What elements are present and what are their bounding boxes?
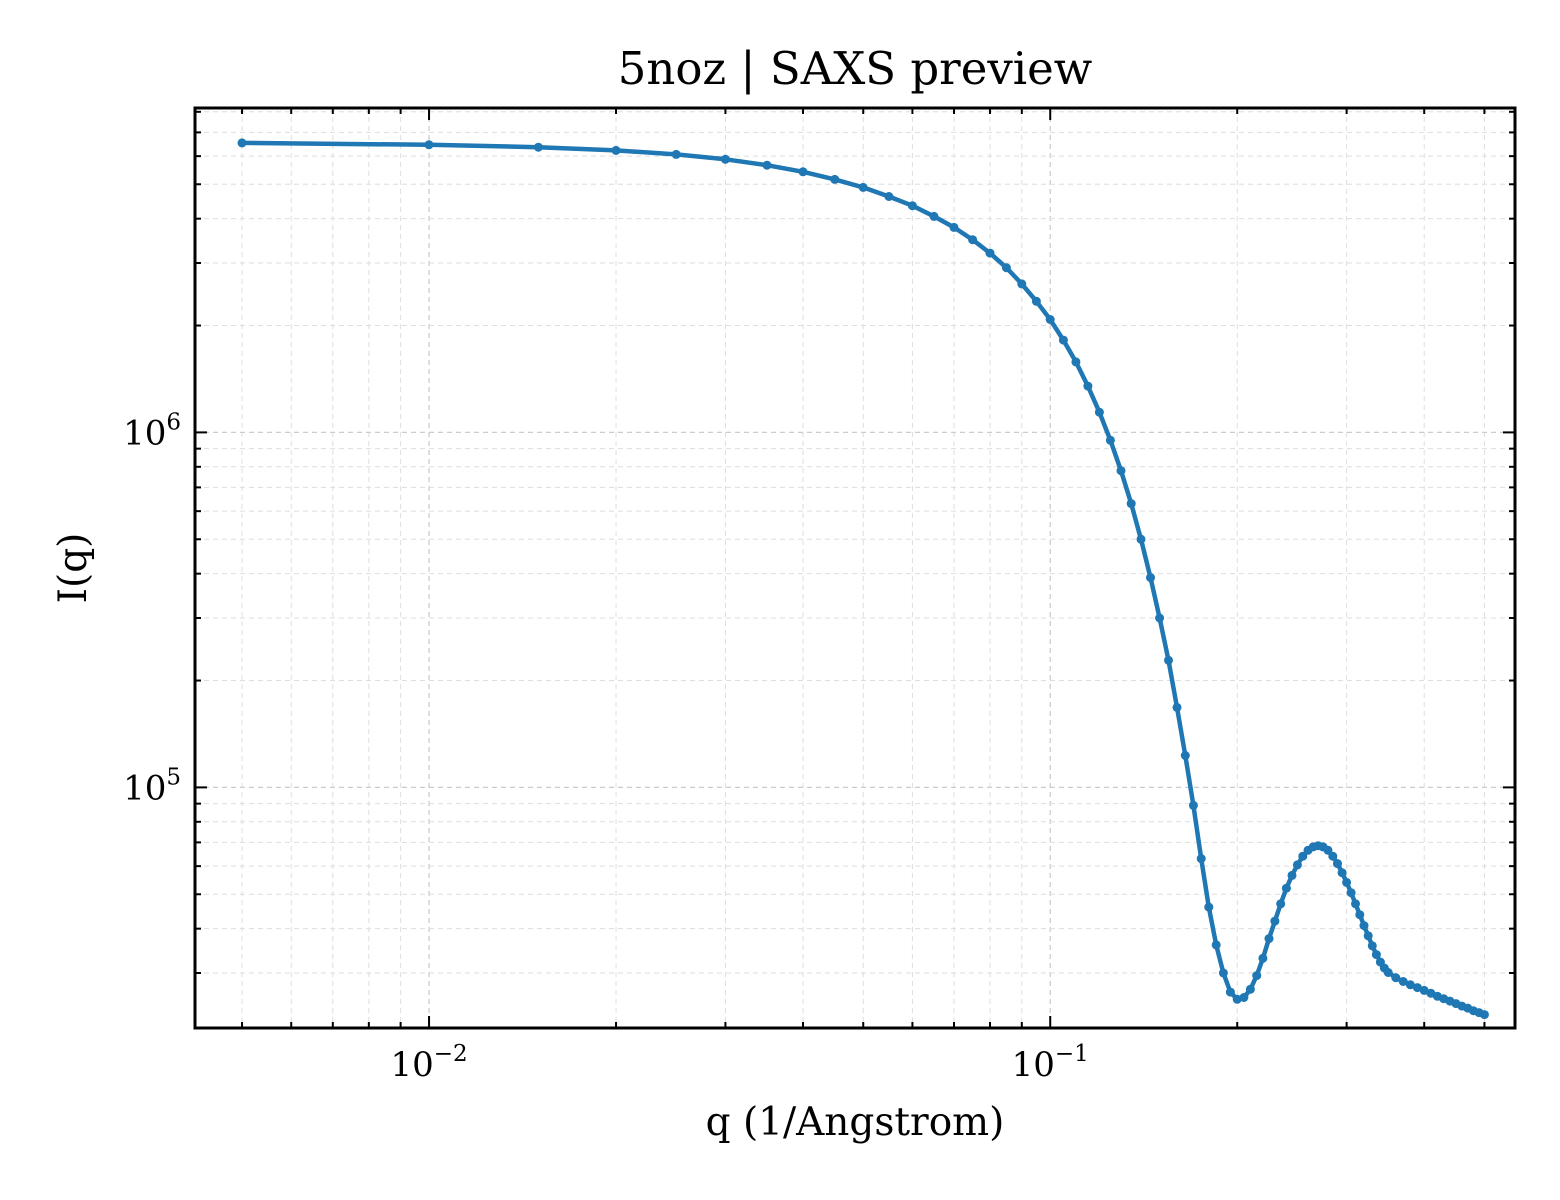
data-point — [1333, 859, 1342, 869]
data-point — [1116, 466, 1126, 476]
data-point — [1258, 953, 1268, 963]
grid-lines — [195, 108, 1515, 1028]
data-point — [1188, 800, 1198, 810]
data-point — [1342, 877, 1352, 887]
data-point — [1155, 613, 1165, 623]
data-point — [1136, 534, 1146, 544]
chart-title: 5noz | SAXS preview — [618, 42, 1093, 95]
data-point — [830, 174, 840, 184]
data-point — [1105, 435, 1115, 445]
data-point — [1001, 263, 1011, 273]
data-point — [1211, 940, 1221, 950]
data-point — [1204, 902, 1214, 912]
data-point — [237, 138, 247, 148]
data-point — [1412, 983, 1422, 993]
data-point — [1083, 381, 1093, 391]
data-point — [858, 182, 868, 192]
data-point — [1180, 751, 1190, 760]
data-point — [1391, 973, 1401, 983]
data-point — [1363, 931, 1373, 941]
data-point — [1405, 980, 1415, 990]
plot-frame — [193, 106, 1517, 1030]
data-point — [1126, 499, 1136, 509]
data-point — [1371, 950, 1381, 960]
data-point — [1298, 851, 1308, 861]
data-point — [1094, 407, 1104, 417]
data-point — [907, 201, 917, 211]
data-point — [720, 154, 730, 164]
data-point — [1328, 851, 1338, 861]
data-point — [1270, 916, 1280, 926]
data-point — [1337, 868, 1347, 878]
data-point — [929, 211, 939, 221]
data-point — [1398, 977, 1408, 986]
x-tick-label: 10−1 — [1012, 1041, 1089, 1085]
series-layer — [237, 138, 1489, 1020]
data-point — [1383, 968, 1393, 977]
data-point — [533, 142, 543, 152]
data-point — [1245, 984, 1255, 994]
data-point — [1287, 870, 1297, 880]
data-point — [968, 235, 978, 245]
data-point — [1252, 971, 1262, 981]
tick-labels: 10−2 10−1 105 106 — [123, 409, 1089, 1085]
data-point — [1359, 921, 1369, 931]
data-point — [1031, 296, 1041, 306]
data-point — [949, 222, 959, 232]
axis-ticks — [195, 108, 1515, 1028]
data-point — [1276, 899, 1286, 909]
y-axis-label: I(q) — [51, 533, 96, 604]
y-tick-label: 106 — [123, 409, 181, 453]
data-point — [1017, 279, 1027, 289]
data-point — [985, 248, 995, 258]
data-point — [1479, 1010, 1489, 1020]
data-point — [1045, 315, 1055, 324]
data-point — [1367, 941, 1377, 951]
data-point — [884, 192, 894, 201]
data-point — [1239, 993, 1249, 1002]
data-point — [1351, 899, 1360, 909]
data-point — [1355, 910, 1365, 920]
data-point — [611, 145, 621, 155]
data-point — [1164, 655, 1173, 665]
data-point — [762, 160, 772, 170]
data-point — [671, 149, 681, 159]
data-point — [1292, 860, 1302, 870]
data-point — [424, 140, 434, 150]
data-point — [798, 167, 808, 177]
data-point — [1346, 888, 1356, 898]
x-axis-label: q (1/Angstrom) — [706, 1100, 1005, 1145]
data-point — [1071, 357, 1081, 367]
data-point — [1146, 573, 1155, 583]
data-point — [1172, 702, 1182, 712]
data-point — [1225, 987, 1235, 997]
y-tick-label: 105 — [123, 764, 181, 808]
x-tick-label: 10−2 — [390, 1041, 467, 1085]
data-point — [1218, 968, 1228, 978]
data-point — [1264, 934, 1274, 944]
data-point — [1196, 854, 1206, 864]
data-point — [1058, 335, 1068, 345]
data-point — [1281, 883, 1291, 893]
